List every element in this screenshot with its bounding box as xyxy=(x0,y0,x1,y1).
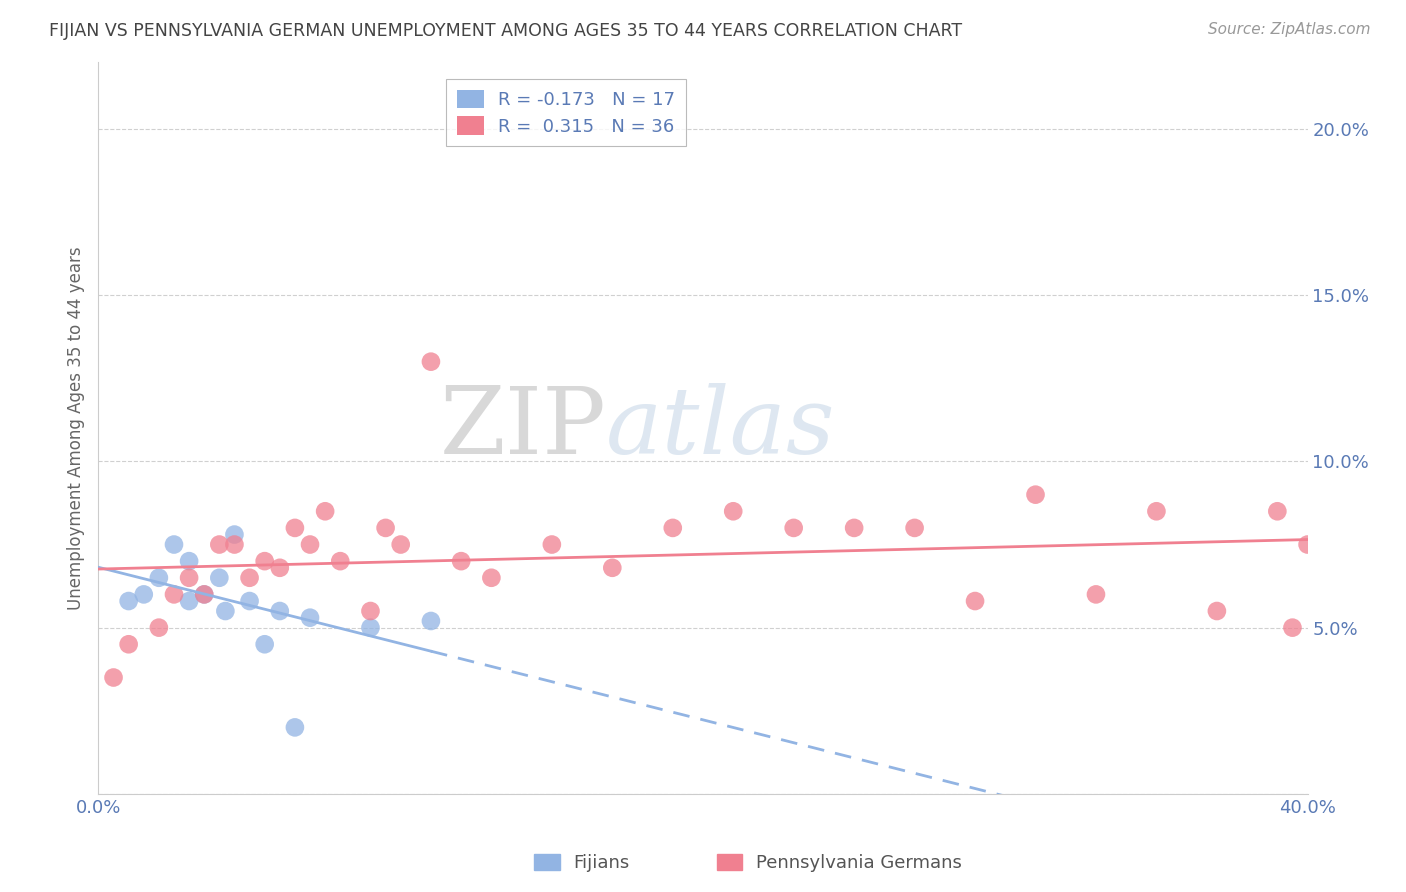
Point xyxy=(602,561,624,575)
Point xyxy=(314,504,336,518)
Point xyxy=(360,621,382,635)
Text: Pennsylvania Germans: Pennsylvania Germans xyxy=(756,854,962,871)
Point xyxy=(965,594,987,608)
Point xyxy=(661,521,683,535)
Point xyxy=(269,604,291,618)
Text: atlas: atlas xyxy=(606,384,835,473)
Point xyxy=(253,554,276,568)
Point xyxy=(389,537,412,551)
Point xyxy=(1281,621,1303,635)
Point xyxy=(179,554,201,568)
Point xyxy=(193,587,215,601)
Y-axis label: Unemployment Among Ages 35 to 44 years: Unemployment Among Ages 35 to 44 years xyxy=(66,246,84,610)
Point xyxy=(214,604,236,618)
Text: FIJIAN VS PENNSYLVANIA GERMAN UNEMPLOYMENT AMONG AGES 35 TO 44 YEARS CORRELATION: FIJIAN VS PENNSYLVANIA GERMAN UNEMPLOYME… xyxy=(49,22,962,40)
Point xyxy=(193,587,215,601)
Point xyxy=(1144,504,1167,518)
Text: Fijians: Fijians xyxy=(574,854,630,871)
Point xyxy=(374,521,396,535)
Point xyxy=(844,521,866,535)
Point xyxy=(239,594,262,608)
Point xyxy=(118,594,141,608)
Point xyxy=(224,527,246,541)
Point xyxy=(284,521,307,535)
Legend: R = -0.173   N = 17, R =  0.315   N = 36: R = -0.173 N = 17, R = 0.315 N = 36 xyxy=(446,78,686,146)
Point xyxy=(1206,604,1229,618)
Point xyxy=(118,637,141,651)
Point xyxy=(284,720,307,734)
Point xyxy=(450,554,472,568)
Point xyxy=(269,561,291,575)
Point xyxy=(540,537,562,551)
Point xyxy=(1024,488,1046,502)
Point xyxy=(239,571,262,585)
Point xyxy=(253,637,276,651)
Point xyxy=(299,537,322,551)
Point xyxy=(224,537,246,551)
Point xyxy=(132,587,155,601)
Point xyxy=(1296,537,1319,551)
Point xyxy=(783,521,806,535)
Point xyxy=(420,614,443,628)
Point xyxy=(163,537,186,551)
Point xyxy=(904,521,927,535)
Point xyxy=(208,571,231,585)
Point xyxy=(208,537,231,551)
Point xyxy=(299,610,322,624)
Point xyxy=(1085,587,1108,601)
Point xyxy=(163,587,186,601)
Point xyxy=(103,671,125,685)
Point xyxy=(420,354,443,368)
Point xyxy=(179,594,201,608)
Point xyxy=(148,571,170,585)
Point xyxy=(723,504,745,518)
Text: Source: ZipAtlas.com: Source: ZipAtlas.com xyxy=(1208,22,1371,37)
Point xyxy=(179,571,201,585)
Point xyxy=(360,604,382,618)
Point xyxy=(481,571,503,585)
Point xyxy=(1267,504,1289,518)
Point xyxy=(329,554,352,568)
Point xyxy=(148,621,170,635)
Text: ZIP: ZIP xyxy=(440,384,606,473)
